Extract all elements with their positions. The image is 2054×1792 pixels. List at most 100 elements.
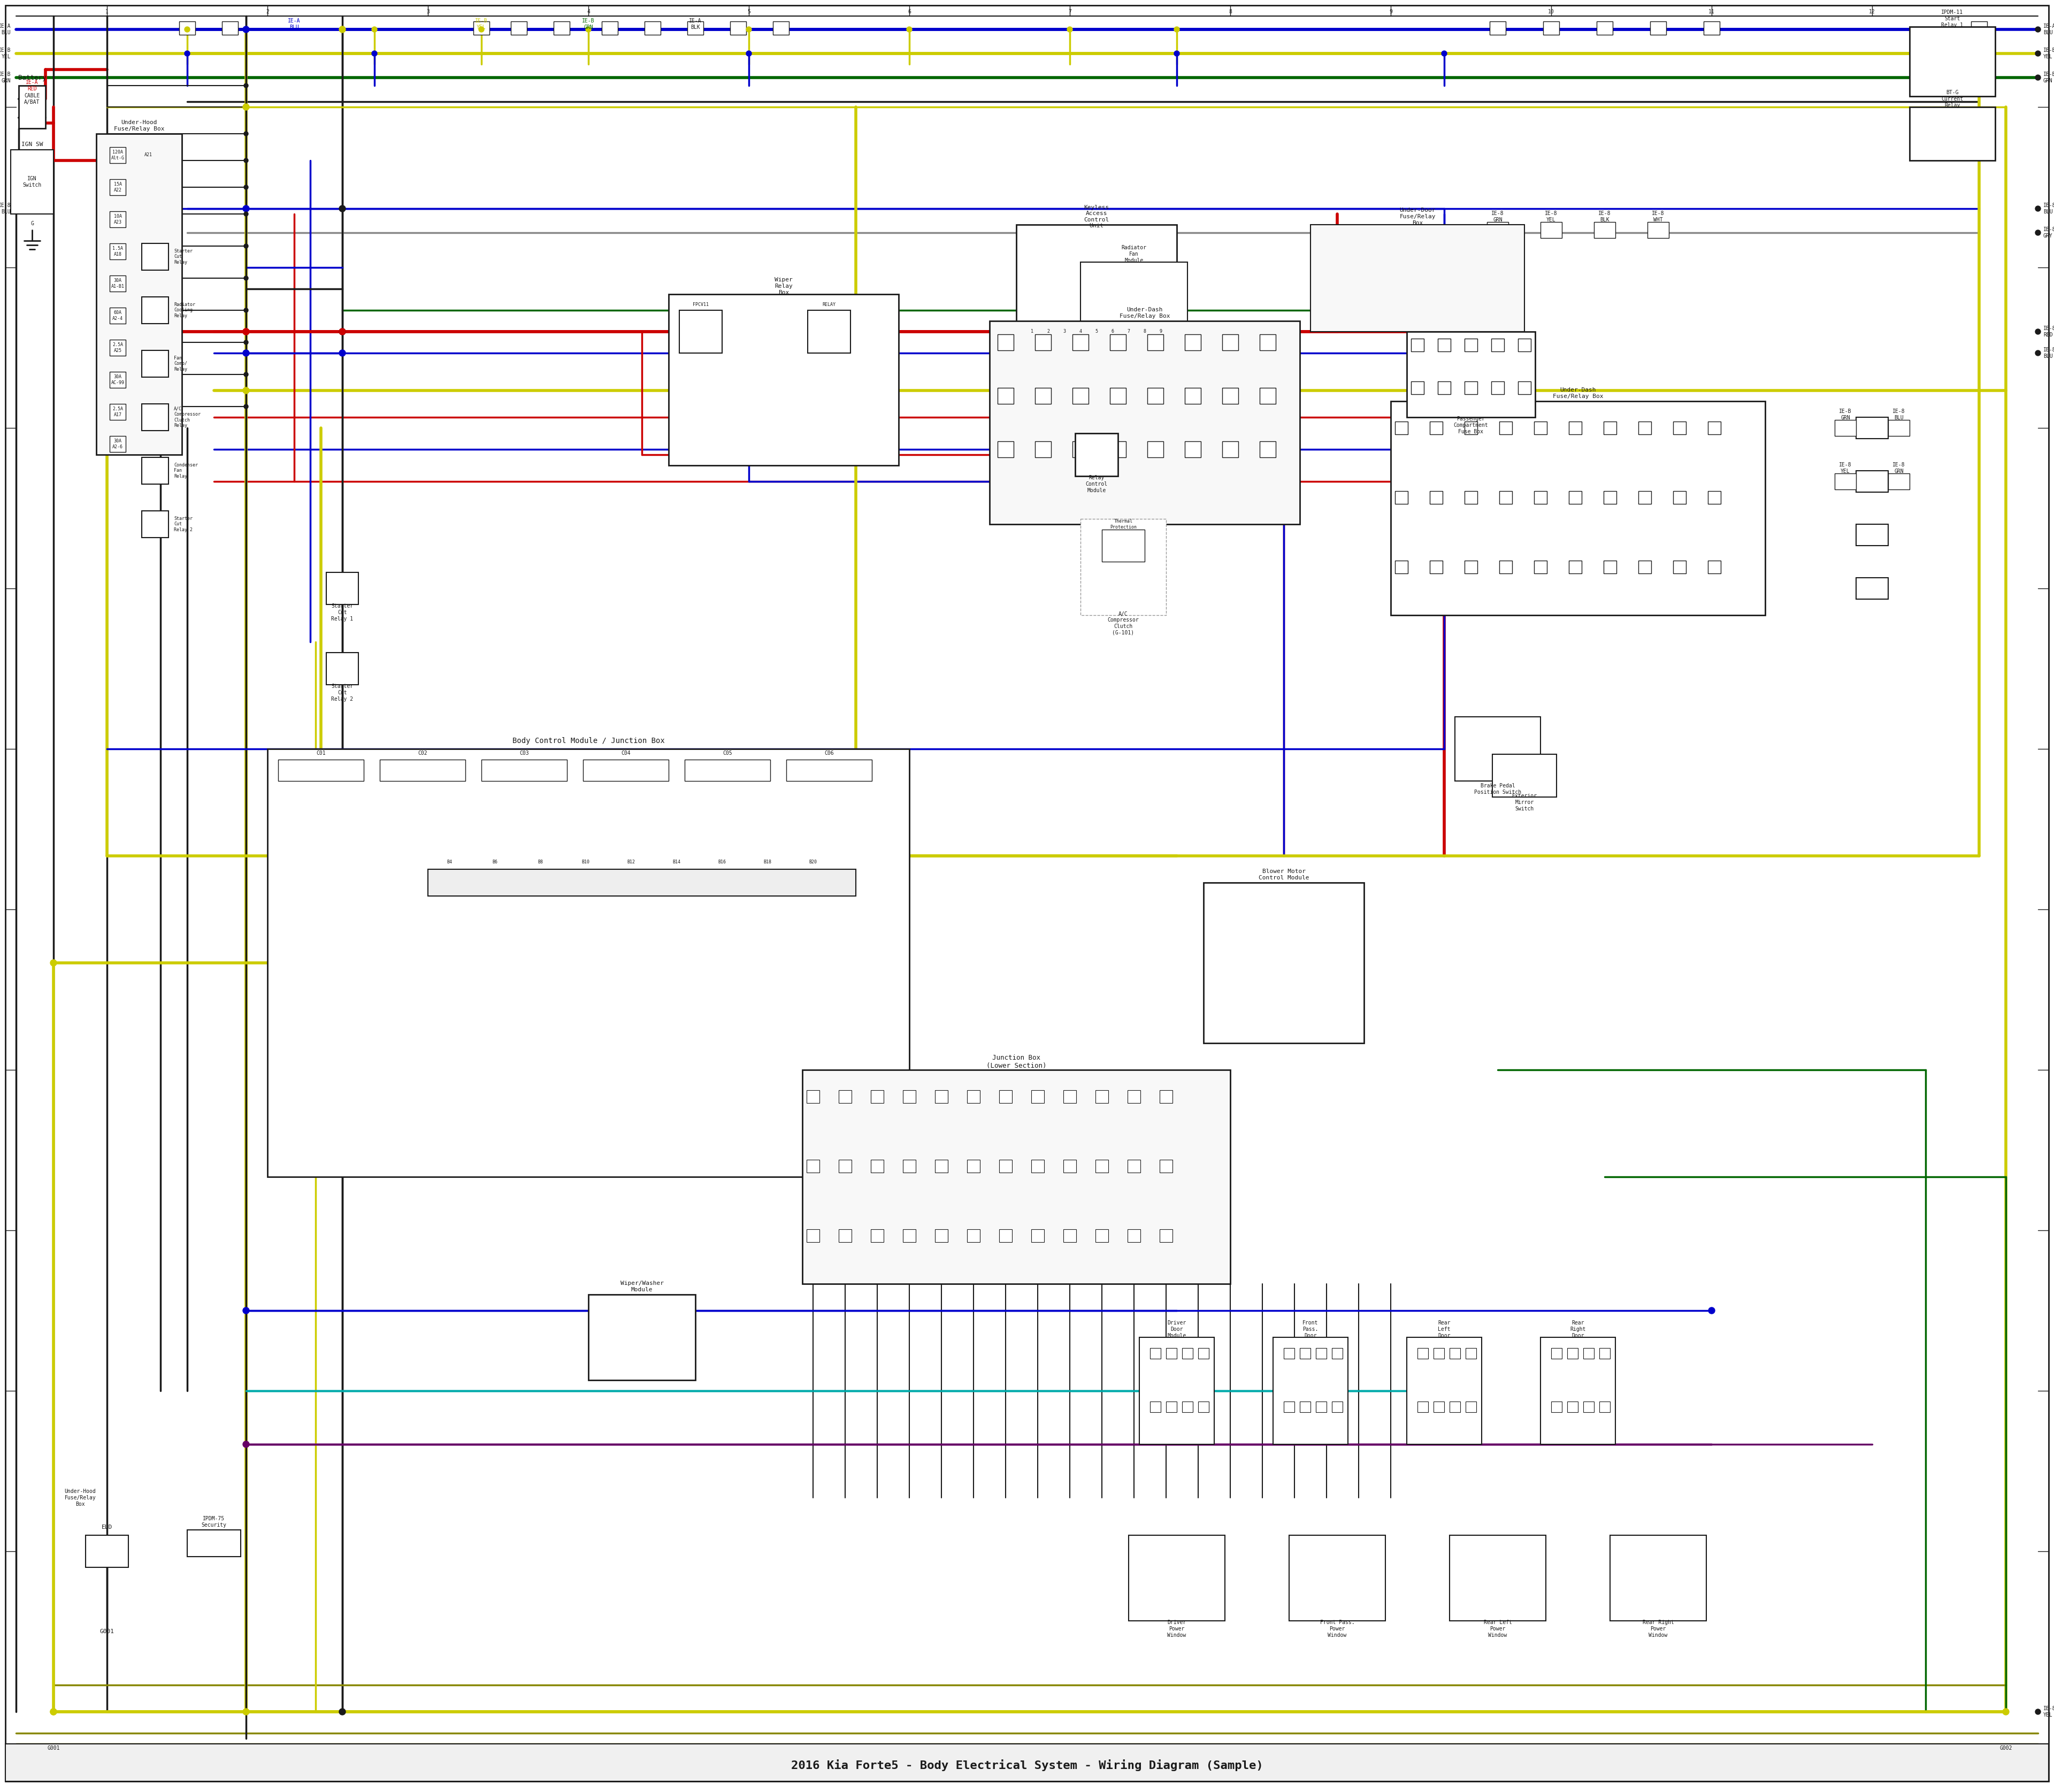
Bar bbox=[645, 22, 661, 34]
Circle shape bbox=[242, 104, 249, 109]
Circle shape bbox=[2036, 27, 2040, 32]
Bar bbox=[1185, 387, 1202, 403]
Circle shape bbox=[49, 1708, 58, 1715]
Bar bbox=[1834, 473, 1857, 489]
Text: G002: G002 bbox=[2001, 1745, 2013, 1751]
Bar bbox=[142, 403, 168, 430]
Bar bbox=[86, 1536, 127, 1568]
Text: B18: B18 bbox=[764, 860, 772, 866]
Bar bbox=[1290, 1536, 1384, 1620]
Text: 10A
A23: 10A A23 bbox=[113, 213, 121, 224]
Bar bbox=[1569, 491, 1582, 504]
Circle shape bbox=[185, 27, 189, 32]
Bar bbox=[807, 1229, 820, 1242]
Text: C04: C04 bbox=[620, 751, 631, 756]
Circle shape bbox=[339, 349, 345, 357]
Bar bbox=[1540, 222, 1561, 238]
Bar bbox=[1543, 22, 1559, 34]
Bar bbox=[967, 1159, 980, 1172]
Bar bbox=[1080, 262, 1187, 369]
Text: A21: A21 bbox=[144, 152, 152, 158]
Text: IE-8
YEL: IE-8 YEL bbox=[2044, 1706, 2054, 1717]
Bar bbox=[267, 749, 910, 1177]
Bar bbox=[602, 22, 618, 34]
Circle shape bbox=[242, 1708, 249, 1715]
Circle shape bbox=[2036, 1710, 2040, 1715]
Text: 7: 7 bbox=[1128, 330, 1130, 333]
Bar bbox=[1465, 561, 1477, 573]
Bar bbox=[1058, 324, 1070, 339]
Text: G: G bbox=[31, 220, 33, 226]
Text: Rear Left
Power
Window: Rear Left Power Window bbox=[1483, 1620, 1512, 1638]
Bar bbox=[1411, 382, 1423, 394]
Text: 60A
A2-4: 60A A2-4 bbox=[113, 310, 123, 321]
Text: IE-A
BLK: IE-A BLK bbox=[688, 18, 702, 30]
Text: 1.5A
A18: 1.5A A18 bbox=[113, 246, 123, 256]
Bar bbox=[109, 435, 125, 452]
Text: IE-8
GRY: IE-8 GRY bbox=[2044, 228, 2054, 238]
Bar bbox=[1185, 335, 1202, 351]
Text: 3: 3 bbox=[1064, 330, 1066, 333]
Bar bbox=[6, 1744, 2048, 1781]
Bar bbox=[109, 244, 125, 260]
Bar bbox=[1569, 421, 1582, 434]
Text: IE-B
GRN: IE-B GRN bbox=[581, 18, 596, 30]
Bar bbox=[1487, 222, 1508, 238]
Bar bbox=[1518, 339, 1530, 351]
Text: 30A
A1-B1: 30A A1-B1 bbox=[111, 278, 125, 289]
Bar bbox=[990, 321, 1300, 525]
Text: Driver
Power
Window: Driver Power Window bbox=[1167, 1620, 1187, 1638]
Circle shape bbox=[372, 50, 378, 56]
Bar bbox=[555, 22, 569, 34]
Text: IE-A
BLU: IE-A BLU bbox=[288, 18, 300, 30]
Bar bbox=[1600, 1348, 1610, 1358]
Bar bbox=[1639, 421, 1651, 434]
Circle shape bbox=[585, 27, 592, 32]
Bar bbox=[1491, 382, 1504, 394]
Bar bbox=[1499, 421, 1512, 434]
Bar bbox=[222, 22, 238, 34]
Bar bbox=[1154, 324, 1167, 339]
Text: 8: 8 bbox=[1228, 9, 1232, 14]
Bar bbox=[1417, 1401, 1428, 1412]
Bar bbox=[1317, 1401, 1327, 1412]
Bar bbox=[904, 1229, 916, 1242]
Bar bbox=[904, 1090, 916, 1104]
Bar bbox=[838, 1090, 852, 1104]
Bar bbox=[380, 760, 466, 781]
Bar bbox=[1534, 421, 1547, 434]
Circle shape bbox=[244, 373, 249, 376]
Text: 120A
Alt-G: 120A Alt-G bbox=[111, 151, 125, 159]
Text: CABLE
A/BAT: CABLE A/BAT bbox=[25, 93, 39, 104]
Bar bbox=[1450, 1401, 1460, 1412]
Bar bbox=[1109, 387, 1126, 403]
Bar bbox=[583, 760, 670, 781]
Bar bbox=[142, 244, 168, 271]
Bar bbox=[1138, 324, 1150, 339]
Bar bbox=[670, 294, 900, 466]
Bar bbox=[688, 22, 702, 34]
Bar bbox=[142, 351, 168, 376]
Text: 11: 11 bbox=[1709, 9, 1715, 14]
Bar bbox=[1888, 473, 1910, 489]
Text: 9: 9 bbox=[1158, 330, 1163, 333]
Text: Thermal
Protection: Thermal Protection bbox=[1109, 520, 1136, 529]
Bar bbox=[1091, 324, 1103, 339]
Text: Front Pass.
Power
Window: Front Pass. Power Window bbox=[1321, 1620, 1354, 1638]
Text: Starter
Cut
Relay: Starter Cut Relay bbox=[175, 249, 193, 265]
Text: 1: 1 bbox=[105, 9, 109, 14]
Text: B12: B12 bbox=[626, 860, 635, 866]
Text: 9: 9 bbox=[1389, 9, 1393, 14]
Text: Rear
Left
Door: Rear Left Door bbox=[1438, 1321, 1450, 1339]
Bar bbox=[18, 86, 45, 129]
Bar bbox=[1025, 324, 1039, 339]
Bar bbox=[1128, 1536, 1224, 1620]
Bar bbox=[1596, 22, 1612, 34]
Text: Fan
Comp/
Relay: Fan Comp/ Relay bbox=[175, 357, 187, 371]
Bar bbox=[1450, 1348, 1460, 1358]
Bar bbox=[142, 297, 168, 324]
Bar bbox=[109, 340, 125, 357]
Text: Starter
Cut
Relay 1: Starter Cut Relay 1 bbox=[331, 604, 353, 622]
Bar bbox=[998, 387, 1013, 403]
Text: 1: 1 bbox=[1031, 330, 1033, 333]
